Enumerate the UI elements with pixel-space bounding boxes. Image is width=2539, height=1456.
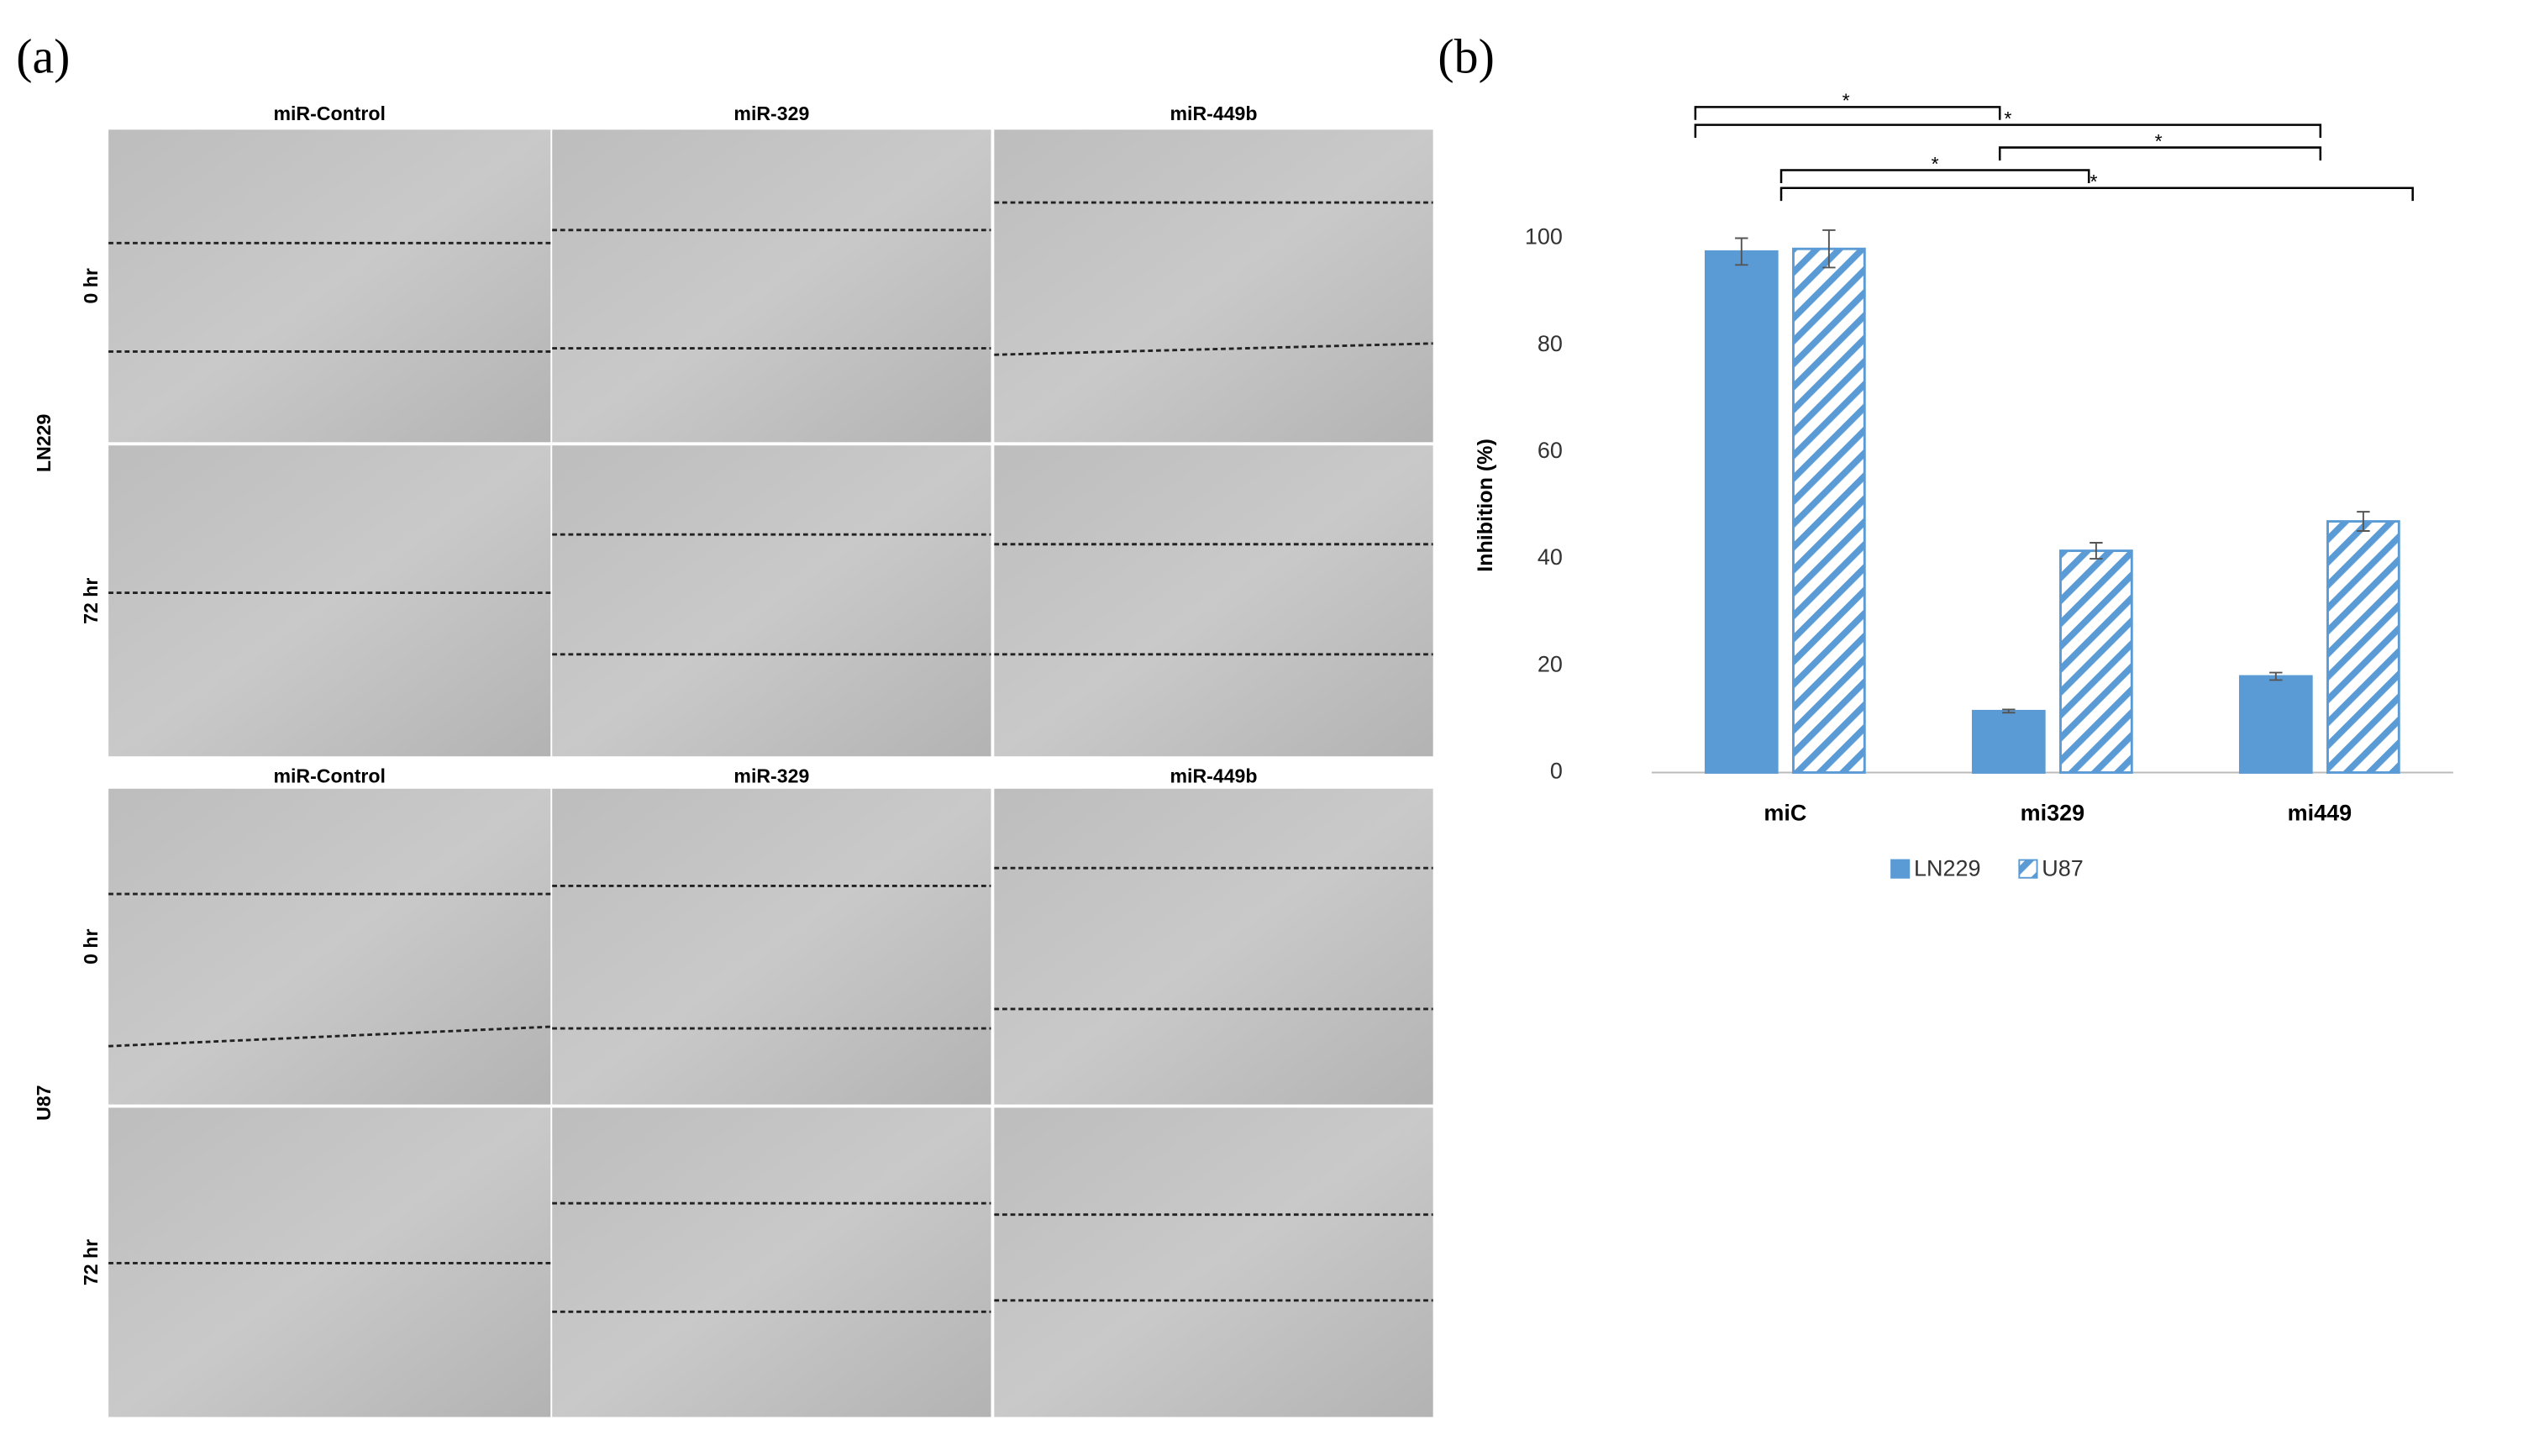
column-header: miR-Control (273, 102, 386, 124)
wound-edge (108, 1025, 551, 1048)
row-label: 0 hr (80, 928, 102, 964)
bar (2326, 520, 2400, 774)
significance-label: * (1932, 153, 1939, 175)
micrograph (994, 788, 1433, 1105)
block-label: U87 (33, 1085, 55, 1120)
y-axis-title: Inhibition (%) (1474, 439, 1497, 572)
column-header: miR-Control (273, 765, 386, 786)
y-tick-label: 60 (1538, 438, 1563, 463)
x-tick-label: mi329 (2021, 801, 2084, 826)
micrograph (994, 1107, 1433, 1417)
significance-bracket (1694, 106, 2001, 120)
error-bar (2002, 708, 2016, 714)
legend-swatch (2018, 859, 2038, 879)
significance-bracket (1998, 146, 2322, 160)
micrograph (108, 445, 551, 757)
panel-label: (a) (16, 29, 70, 84)
significance-label: * (2004, 108, 2011, 129)
row-label: 0 hr (80, 268, 102, 303)
micrograph (552, 788, 991, 1105)
bar (2238, 675, 2313, 774)
error-bar (2357, 511, 2370, 532)
significance-bracket (1694, 124, 2322, 139)
significance-bracket (1779, 187, 2414, 202)
y-tick-label: 0 (1550, 759, 1563, 784)
column-header: miR-449b (1170, 765, 1257, 786)
wound-edge (994, 342, 1433, 356)
legend-swatch (1890, 859, 1911, 879)
micrograph (994, 129, 1433, 443)
bar (1971, 709, 2046, 774)
error-bar (1735, 237, 1748, 266)
significance-label: * (2090, 171, 2097, 192)
bar (2059, 549, 2133, 774)
column-header: miR-329 (733, 765, 809, 786)
error-bar (1822, 229, 1836, 269)
x-tick-label: mi449 (2288, 801, 2352, 826)
x-tick-label: miC (1764, 801, 1806, 826)
significance-label: * (2155, 130, 2163, 152)
block-label: LN229 (33, 414, 55, 472)
y-tick-label: 80 (1538, 331, 1563, 356)
micrograph (108, 788, 551, 1105)
y-tick-label: 20 (1538, 651, 1563, 676)
legend-label: LN229 (1914, 855, 1980, 880)
error-bar (2269, 671, 2283, 681)
bar-chart: Inhibition (%) 0 20 40 60 80 100 miC mi329 mi449 *… (1474, 90, 2453, 880)
y-tick-label: 40 (1538, 544, 1563, 570)
row-label: 72 hr (80, 1239, 102, 1285)
micrograph (994, 445, 1433, 757)
significance-bracket (1779, 169, 2090, 183)
y-tick-label: 100 (1525, 224, 1563, 250)
significance-label: * (1842, 90, 1850, 112)
micrograph (108, 129, 551, 443)
row-label: 72 hr (80, 578, 102, 624)
column-header: miR-449b (1170, 102, 1257, 124)
column-header: miR-329 (733, 102, 809, 124)
error-bar (2090, 542, 2103, 560)
micrograph (552, 1107, 991, 1417)
micrographs: LN229 miR-Control miR-329 miR-449b 0 hr 72 hr… (33, 102, 1433, 1417)
bar (1792, 247, 1866, 774)
micrograph (552, 129, 991, 443)
legend-label: U87 (2042, 855, 2083, 880)
micrograph (552, 445, 991, 757)
panel-label: (b) (1438, 29, 1494, 84)
bar (1704, 250, 1779, 774)
